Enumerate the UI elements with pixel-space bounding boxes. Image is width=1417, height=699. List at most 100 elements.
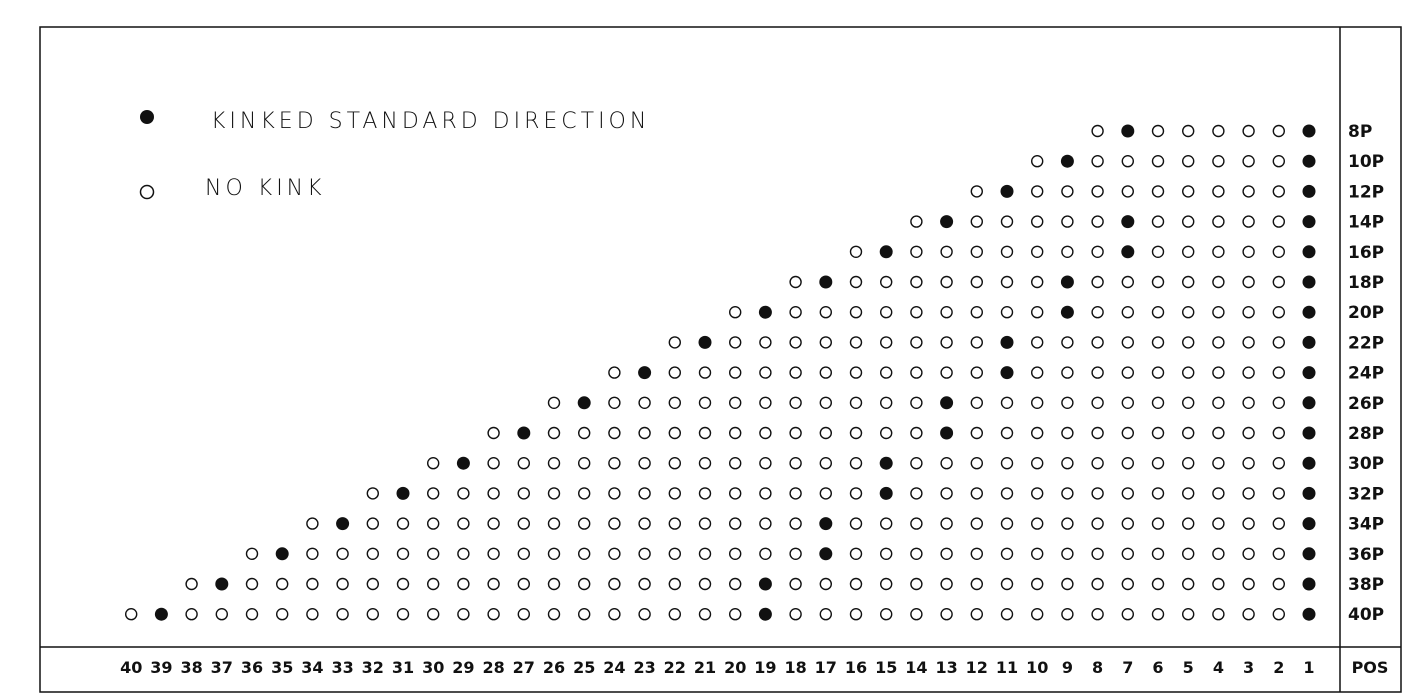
no-kink-dot: [638, 457, 651, 470]
no-kink-dot: [698, 487, 712, 500]
no-kink-dot: [1091, 336, 1104, 349]
no-kink-dot: [910, 336, 923, 349]
no-kink-dot: [336, 547, 349, 560]
no-kink-dot: [970, 457, 983, 470]
kinked-dot: [1302, 486, 1316, 500]
no-kink-dot: [1061, 487, 1074, 500]
no-kink-dot: [638, 426, 651, 440]
no-kink-dot: [185, 608, 198, 621]
no-kink-dot: [638, 608, 651, 621]
no-kink-dot: [759, 336, 772, 349]
no-kink-dot: [759, 366, 772, 379]
position-label: 17: [815, 658, 837, 677]
kinked-dot: [396, 486, 410, 500]
legend-no-kink-icon: [139, 184, 155, 200]
no-kink-dot: [970, 487, 983, 500]
no-kink-dot: [366, 577, 379, 591]
no-kink-dot: [910, 608, 923, 621]
no-kink-dot: [849, 608, 863, 621]
kinked-dot: [1302, 426, 1316, 440]
no-kink-dot: [1030, 185, 1044, 198]
no-kink-dot: [880, 426, 893, 440]
no-kink-dot: [396, 608, 410, 621]
no-kink-dot: [970, 396, 983, 409]
no-kink-dot: [880, 608, 893, 621]
no-kink-dot: [1121, 608, 1135, 621]
no-kink-dot: [849, 547, 863, 560]
no-kink-dot: [1061, 245, 1074, 259]
no-kink-dot: [668, 336, 681, 349]
no-kink-dot: [668, 396, 681, 409]
no-kink-dot: [668, 487, 681, 500]
no-kink-dot: [517, 517, 530, 530]
position-label: 40: [120, 658, 142, 677]
no-kink-dot: [1212, 336, 1225, 349]
no-kink-dot: [1091, 396, 1104, 409]
no-kink-dot: [940, 306, 953, 319]
no-kink-dot: [819, 487, 832, 500]
kinked-dot: [275, 547, 289, 561]
no-kink-dot: [517, 487, 530, 500]
no-kink-dot: [1091, 517, 1104, 530]
no-kink-dot: [638, 577, 651, 591]
no-kink-dot: [396, 577, 410, 591]
position-label: 12: [966, 658, 988, 677]
no-kink-dot: [578, 517, 591, 530]
no-kink-dot: [668, 517, 681, 530]
no-kink-dot: [517, 608, 530, 621]
no-kink-dot: [819, 577, 832, 591]
kinked-dot: [1060, 154, 1074, 168]
no-kink-dot: [849, 306, 863, 319]
kinked-dot: [1000, 184, 1014, 198]
position-label: 34: [301, 658, 323, 677]
no-kink-dot: [1030, 396, 1044, 409]
no-kink-dot: [789, 366, 802, 379]
row-label: 20P: [1348, 303, 1384, 323]
position-label: 16: [845, 658, 867, 677]
no-kink-dot: [1030, 577, 1044, 591]
no-kink-dot: [1242, 215, 1255, 228]
position-label: 5: [1183, 658, 1194, 677]
no-kink-dot: [1242, 245, 1255, 259]
no-kink-dot: [638, 547, 651, 560]
position-label: 23: [633, 658, 655, 677]
no-kink-dot: [1000, 306, 1014, 319]
no-kink-dot: [1212, 457, 1225, 470]
position-label: 7: [1122, 658, 1133, 677]
no-kink-dot: [1030, 547, 1044, 560]
row-label: 16P: [1348, 243, 1384, 263]
kinked-dot: [1000, 366, 1014, 380]
no-kink-dot: [1091, 457, 1104, 470]
no-kink-dot: [698, 517, 712, 530]
position-label: 6: [1152, 658, 1163, 677]
no-kink-dot: [759, 487, 772, 500]
no-kink-dot: [1242, 366, 1255, 379]
no-kink-dot: [578, 426, 591, 440]
no-kink-dot: [608, 396, 621, 409]
no-kink-dot: [1272, 457, 1286, 470]
no-kink-dot: [487, 577, 500, 591]
no-kink-dot: [1181, 426, 1195, 440]
kinked-dot: [336, 517, 350, 531]
no-kink-dot: [729, 487, 742, 500]
no-kink-dot: [970, 547, 983, 560]
no-kink-dot: [1151, 487, 1165, 500]
no-kink-dot: [1030, 306, 1044, 319]
no-kink-dot: [910, 396, 923, 409]
no-kink-dot: [1181, 547, 1195, 560]
no-kink-dot: [1000, 426, 1014, 440]
no-kink-dot: [1181, 457, 1195, 470]
no-kink-dot: [1151, 336, 1165, 349]
row-label: 14P: [1348, 213, 1384, 233]
position-label: 26: [543, 658, 565, 677]
no-kink-dot: [970, 306, 983, 319]
no-kink-dot: [940, 336, 953, 349]
kinked-dot: [758, 577, 772, 591]
kinked-dot: [1302, 184, 1316, 198]
no-kink-dot: [1121, 487, 1135, 500]
no-kink-dot: [1212, 185, 1225, 198]
no-kink-dot: [1000, 608, 1014, 621]
no-kink-dot: [1242, 487, 1255, 500]
no-kink-dot: [1061, 547, 1074, 560]
no-kink-dot: [1121, 426, 1135, 440]
